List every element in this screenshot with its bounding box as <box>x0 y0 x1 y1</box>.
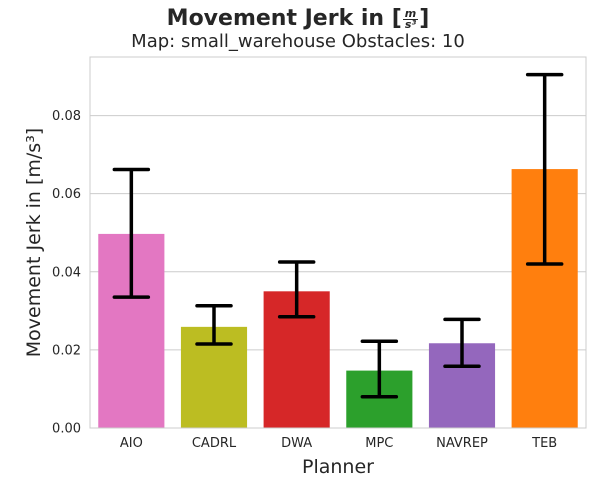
chart-title: Movement Jerk in [m s³] <box>0 6 596 31</box>
y-tick-label: 0.04 <box>52 265 81 280</box>
y-tick-labels: 0.00 0.02 0.04 0.06 0.08 <box>52 109 81 436</box>
y-tick-label: 0.00 <box>52 422 81 437</box>
y-tick-label: 0.02 <box>52 343 81 358</box>
chart-title-unit-den: s³ <box>404 17 417 31</box>
error-bars <box>112 72 564 399</box>
chart-subtitle: Map: small_warehouse Obstacles: 10 <box>131 31 465 52</box>
bars <box>98 169 578 428</box>
x-tick-labels: AIO CADRL DWA MPC NAVREP TEB <box>120 436 557 451</box>
chart-title-text: Movement Jerk in [ <box>166 6 402 31</box>
x-tick-label: MPC <box>365 436 393 451</box>
plot-frame <box>89 56 587 429</box>
x-tick-label: NAVREP <box>436 436 488 451</box>
x-tick-label: DWA <box>281 436 312 451</box>
x-tick-label: AIO <box>120 436 143 451</box>
x-tick-label: CADRL <box>192 436 237 451</box>
y-tick-label: 0.08 <box>52 109 81 124</box>
chart-title-unit: m s³ <box>402 6 419 31</box>
y-axis-label: Movement Jerk in [m/s³] <box>23 128 45 357</box>
x-axis-label: Planner <box>302 456 374 478</box>
chart-title-unit-num: m <box>402 6 419 20</box>
chart-title-suffix: ] <box>419 6 430 31</box>
x-tick-label: TEB <box>531 436 557 451</box>
y-tick-label: 0.06 <box>52 187 81 202</box>
